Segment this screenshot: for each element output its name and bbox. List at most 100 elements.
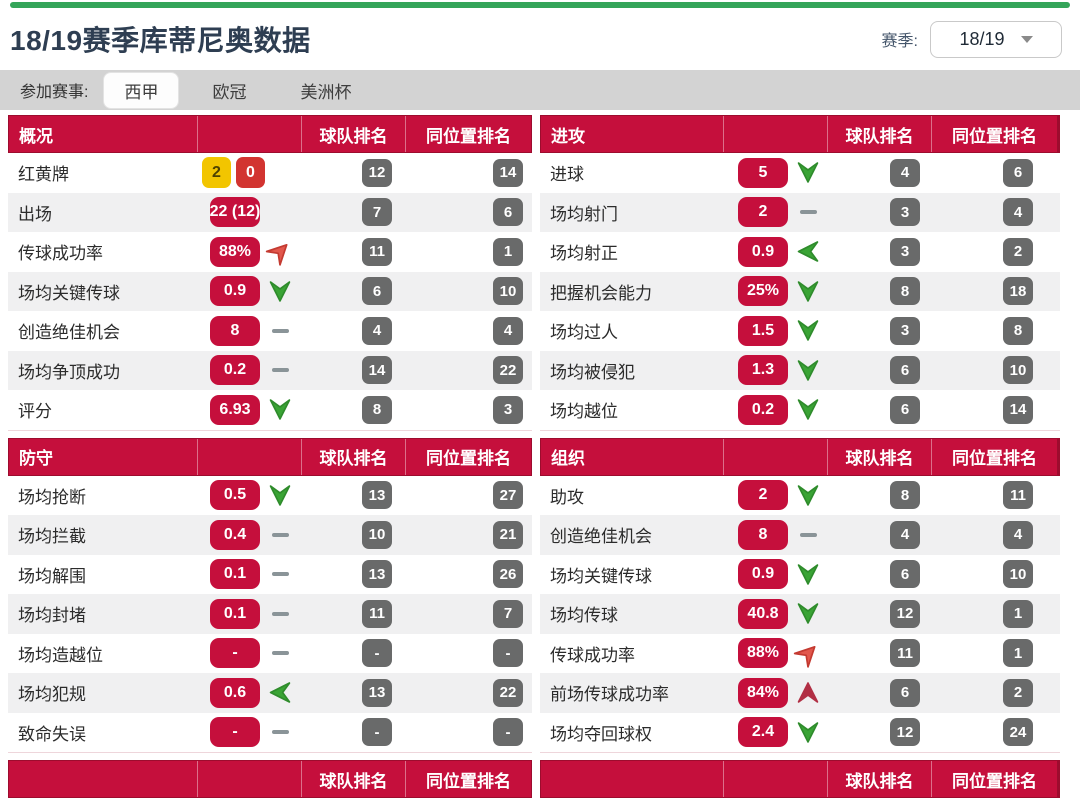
team-rank-cell: 8 xyxy=(830,277,934,306)
team-rank-cell: 6 xyxy=(302,277,406,306)
stat-label: 场均犯规 xyxy=(18,685,86,705)
chevron-down-icon xyxy=(1020,35,1033,43)
stat-label: 场均被侵犯 xyxy=(550,362,635,382)
panel-body: 场均抢断 0.5 13 27 场均拦截 0.4 10 21 场均解围 0.1 13 26 场均封堵 0.1… xyxy=(8,476,532,753)
position-rank-badge: 1 xyxy=(1003,639,1033,668)
stat-value-badge: 1.5 xyxy=(738,315,788,346)
stat-value-badge: 0.2 xyxy=(738,394,788,425)
panel-title: 概况 xyxy=(19,126,53,146)
page-title: 18/19赛季库蒂尼奥数据 xyxy=(10,25,311,56)
position-rank-cell: 22 xyxy=(406,678,532,707)
stat-value-badge: 5 xyxy=(738,157,788,188)
team-rank-header: 球队排名 xyxy=(827,761,931,797)
stat-row: 场均射门 2 3 4 xyxy=(540,192,1060,232)
position-rank-header: 同位置排名 xyxy=(931,761,1057,797)
stat-value-cell: 0.5 xyxy=(198,480,302,511)
position-rank-cell: 7 xyxy=(406,599,532,628)
stat-row: 红黄牌 2 0 12 14 xyxy=(8,153,532,193)
stat-value-badge: - xyxy=(210,638,260,669)
stat-value-cell: 88% xyxy=(726,638,830,669)
trend-down-icon xyxy=(267,279,293,303)
team-rank-cell: 14 xyxy=(302,356,406,385)
tab-copa-america[interactable]: 美洲杯 xyxy=(300,82,352,102)
team-rank-header: 球队排名 xyxy=(301,116,405,152)
stat-label: 场均关键传球 xyxy=(550,566,652,586)
position-rank-cell: 6 xyxy=(934,158,1060,187)
position-rank-cell: 2 xyxy=(934,678,1060,707)
tab-laliga[interactable]: 西甲 xyxy=(104,72,179,108)
trend-flat-icon xyxy=(267,720,293,744)
season-dropdown-value: 18/19 xyxy=(959,28,1005,49)
stat-value-badge: 0.1 xyxy=(210,559,260,590)
season-dropdown[interactable]: 18/19 xyxy=(930,20,1062,58)
stat-row: 场均过人 1.5 3 8 xyxy=(540,311,1060,351)
stat-value-badge: 40.8 xyxy=(738,598,788,629)
stat-value-badge: 25% xyxy=(738,276,788,307)
team-rank-badge: 6 xyxy=(362,277,392,306)
team-rank-badge: 6 xyxy=(890,395,920,424)
team-rank-cell: 3 xyxy=(830,237,934,266)
team-rank-badge: 3 xyxy=(890,198,920,227)
red-card-badge: 0 xyxy=(236,157,265,189)
position-rank-cell: 27 xyxy=(406,481,532,510)
panel-header: 组织 球队排名 同位置排名 xyxy=(540,437,1060,476)
stat-value-badge: 2 xyxy=(738,480,788,511)
trend-up-right-icon xyxy=(265,240,293,266)
position-rank-cell: 10 xyxy=(934,356,1060,385)
position-rank-badge: 3 xyxy=(493,395,523,424)
position-rank-cell: 24 xyxy=(934,718,1060,747)
trend-flat-icon xyxy=(267,319,293,343)
position-rank-badge: - xyxy=(493,718,523,747)
panel-header-value-spacer xyxy=(197,761,301,797)
team-rank-cell: 13 xyxy=(302,678,406,707)
panel-header: 进攻 球队排名 同位置排名 xyxy=(540,115,1060,153)
position-rank-badge: 22 xyxy=(493,678,523,707)
team-rank-badge: 4 xyxy=(890,520,920,549)
stat-label: 创造绝佳机会 xyxy=(550,527,652,547)
trend-flat-icon xyxy=(795,523,821,547)
tab-ucl[interactable]: 欧冠 xyxy=(212,82,247,102)
stat-label: 助攻 xyxy=(550,487,584,507)
position-rank-cell: - xyxy=(406,718,532,747)
competition-tabbar: 参加赛事: 西甲 欧冠 美洲杯 xyxy=(0,70,1080,110)
season-selector-group: 赛季: 18/19 xyxy=(882,20,1062,58)
team-rank-cell: 3 xyxy=(830,316,934,345)
trend-down-icon xyxy=(795,279,821,303)
position-rank-badge: 6 xyxy=(1003,158,1033,187)
team-rank-badge: 12 xyxy=(362,158,392,187)
trend-flat-icon xyxy=(795,200,821,224)
trend-down-icon xyxy=(795,483,821,507)
position-rank-badge: 26 xyxy=(493,560,523,589)
competition-tabbar-label: 参加赛事: xyxy=(20,84,89,101)
panel-defense: 防守 球队排名 同位置排名 场均抢断 0.5 13 27 场均拦截 0.4 10 21 场均解围 0.1… xyxy=(8,437,532,753)
panel-title: 组织 xyxy=(551,449,585,468)
team-rank-badge: 13 xyxy=(362,678,392,707)
trend-down-icon xyxy=(267,483,293,507)
position-rank-badge: 10 xyxy=(493,277,523,306)
trend-down-icon xyxy=(795,562,821,586)
position-rank-cell: 3 xyxy=(406,395,532,424)
position-rank-badge: 2 xyxy=(1003,237,1033,266)
position-rank-badge: 4 xyxy=(493,316,523,345)
team-rank-badge: 14 xyxy=(362,356,392,385)
stat-value-cell: 0.4 xyxy=(198,519,302,550)
stat-value-badge: 22 (12) xyxy=(210,197,260,228)
panel-body: 助攻 2 8 11 创造绝佳机会 8 4 4 场均关键传球 0.9 6 10 场均传球 40.8 12 1 传球… xyxy=(540,476,1060,753)
position-rank-cell: 4 xyxy=(934,198,1060,227)
trend-down-icon xyxy=(795,602,821,626)
trend-up-icon xyxy=(795,681,821,705)
stat-row: 传球成功率 88% 11 1 xyxy=(8,232,532,272)
stat-value-cell: - xyxy=(198,717,302,748)
team-rank-cell: 8 xyxy=(302,395,406,424)
stat-label: 场均关键传球 xyxy=(18,283,120,303)
stat-value-cell: 88% xyxy=(198,236,302,267)
stat-value-badge: 0.4 xyxy=(210,519,260,550)
team-rank-cell: 11 xyxy=(302,599,406,628)
stat-value-cell: 1.3 xyxy=(726,355,830,386)
stat-value-cell: 0.9 xyxy=(198,276,302,307)
position-rank-badge: 4 xyxy=(1003,520,1033,549)
stat-row: 致命失误 - - - xyxy=(8,713,532,753)
stat-row: 进球 5 4 6 xyxy=(540,153,1060,193)
stat-row: 场均封堵 0.1 11 7 xyxy=(8,594,532,634)
